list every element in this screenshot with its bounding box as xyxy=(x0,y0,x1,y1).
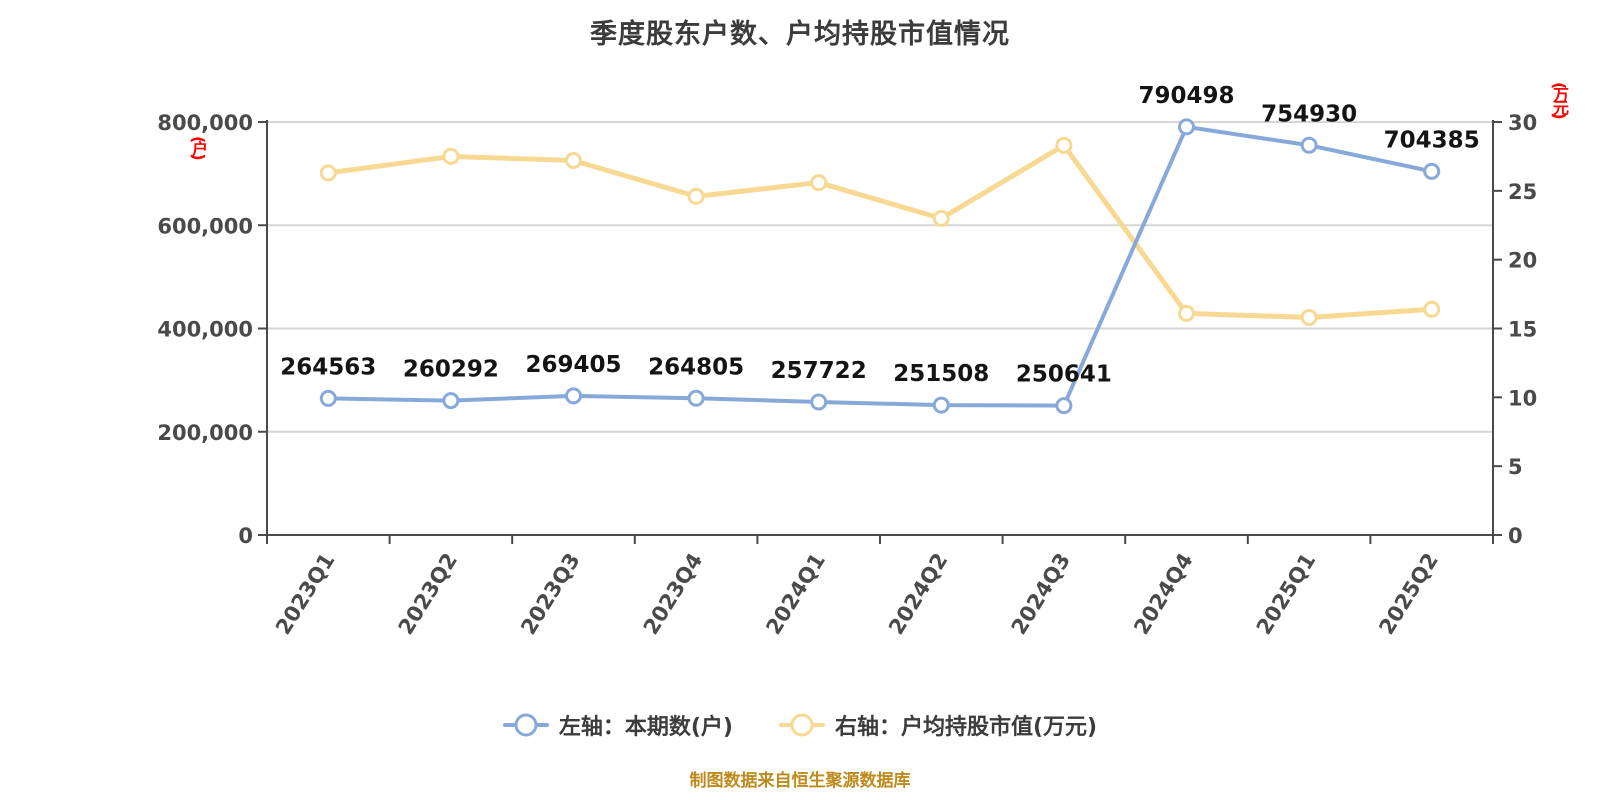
left-axis-tick-label: 400,000 xyxy=(157,318,253,342)
x-axis-category-label: 2023Q1 xyxy=(271,549,340,639)
data-label: 754930 xyxy=(1261,101,1357,127)
series-line-0 xyxy=(326,124,1434,408)
series-0-point xyxy=(442,392,460,410)
series-1-point xyxy=(1178,304,1195,322)
x-axis-category-label: 2024Q4 xyxy=(1129,549,1198,639)
series-0-point xyxy=(810,393,828,411)
left-axis-tick-label: 200,000 xyxy=(157,421,253,445)
series-0-point xyxy=(1178,118,1195,136)
series-0-point xyxy=(687,389,705,407)
legend-line-circle-icon xyxy=(502,712,549,738)
series-1-point xyxy=(687,187,705,205)
legend-label-shareholders: 左轴：本期数(户) xyxy=(558,715,733,740)
left-axis-tick-label: 800,000 xyxy=(157,111,253,135)
series-0-point xyxy=(1423,162,1441,180)
data-label: 269405 xyxy=(525,352,621,378)
series-1-point xyxy=(319,164,337,182)
series-1-point xyxy=(1300,308,1318,326)
series-0-point xyxy=(565,387,582,405)
x-axis-category-label: 2024Q1 xyxy=(761,549,830,639)
x-axis-category-label: 2025Q2 xyxy=(1374,549,1443,639)
x-axis-category-label: 2024Q3 xyxy=(1007,549,1076,639)
legend-item-shareholders[interactable]: 左轴：本期数(户) xyxy=(502,709,733,741)
data-label: 790498 xyxy=(1138,83,1234,109)
legend-circle-marker xyxy=(790,713,814,737)
chart-title: 季度股东户数、户均持股市值情况 xyxy=(590,19,1010,50)
x-axis-category-label: 2023Q2 xyxy=(394,549,463,639)
data-label: 264805 xyxy=(648,354,744,380)
data-label: 260292 xyxy=(403,357,499,383)
x-axis-category-label: 2025Q1 xyxy=(1252,549,1321,639)
series-1-point xyxy=(932,209,950,227)
series-1-point xyxy=(442,147,460,165)
series-1-point xyxy=(810,174,828,192)
series-1-point xyxy=(1423,300,1441,318)
data-label: 257722 xyxy=(771,358,867,384)
data-label: 251508 xyxy=(893,361,989,387)
right-axis-tick-label: 0 xyxy=(1508,524,1523,548)
data-label: 264563 xyxy=(280,354,376,380)
series-0-point xyxy=(1300,136,1318,154)
right-axis-tick-label: 25 xyxy=(1508,180,1537,204)
series-1-point xyxy=(565,152,582,170)
data-label: 250641 xyxy=(1016,362,1112,388)
legend-line-circle-icon xyxy=(779,712,825,738)
right-axis-unit-label: (万元) xyxy=(1550,82,1569,117)
series-1-point xyxy=(1055,136,1073,154)
right-axis-tick-label: 15 xyxy=(1508,318,1537,342)
data-source-note: 制图数据来自恒生聚源数据库 xyxy=(689,771,911,791)
series-0-point xyxy=(319,389,337,407)
right-axis-tick-label: 30 xyxy=(1508,111,1537,135)
series-line-1 xyxy=(325,142,1435,320)
x-axis-category-label: 2024Q2 xyxy=(884,549,953,639)
left-axis-tick-label: 0 xyxy=(238,524,253,548)
legend-item-market-value[interactable]: 右轴：户均持股市值(万元) xyxy=(779,709,1097,741)
legend-label-market-value: 右轴：户均持股市值(万元) xyxy=(835,715,1098,740)
right-axis-tick-label: 20 xyxy=(1508,249,1537,273)
right-axis-tick-label: 10 xyxy=(1508,386,1537,410)
left-axis-tick-label: 600,000 xyxy=(157,214,253,238)
x-axis-category-label: 2023Q4 xyxy=(639,549,708,639)
data-label: 704385 xyxy=(1384,127,1480,153)
series-0-point xyxy=(932,396,950,414)
series-0-point xyxy=(1055,397,1073,415)
legend-circle-marker xyxy=(514,713,538,737)
left-axis-unit-label: (户) xyxy=(189,136,208,158)
legend: 左轴：本期数(户) 右轴：户均持股市值(万元) xyxy=(0,709,1600,741)
x-axis-category-label: 2023Q3 xyxy=(516,549,585,639)
right-axis-tick-label: 5 xyxy=(1508,455,1523,479)
